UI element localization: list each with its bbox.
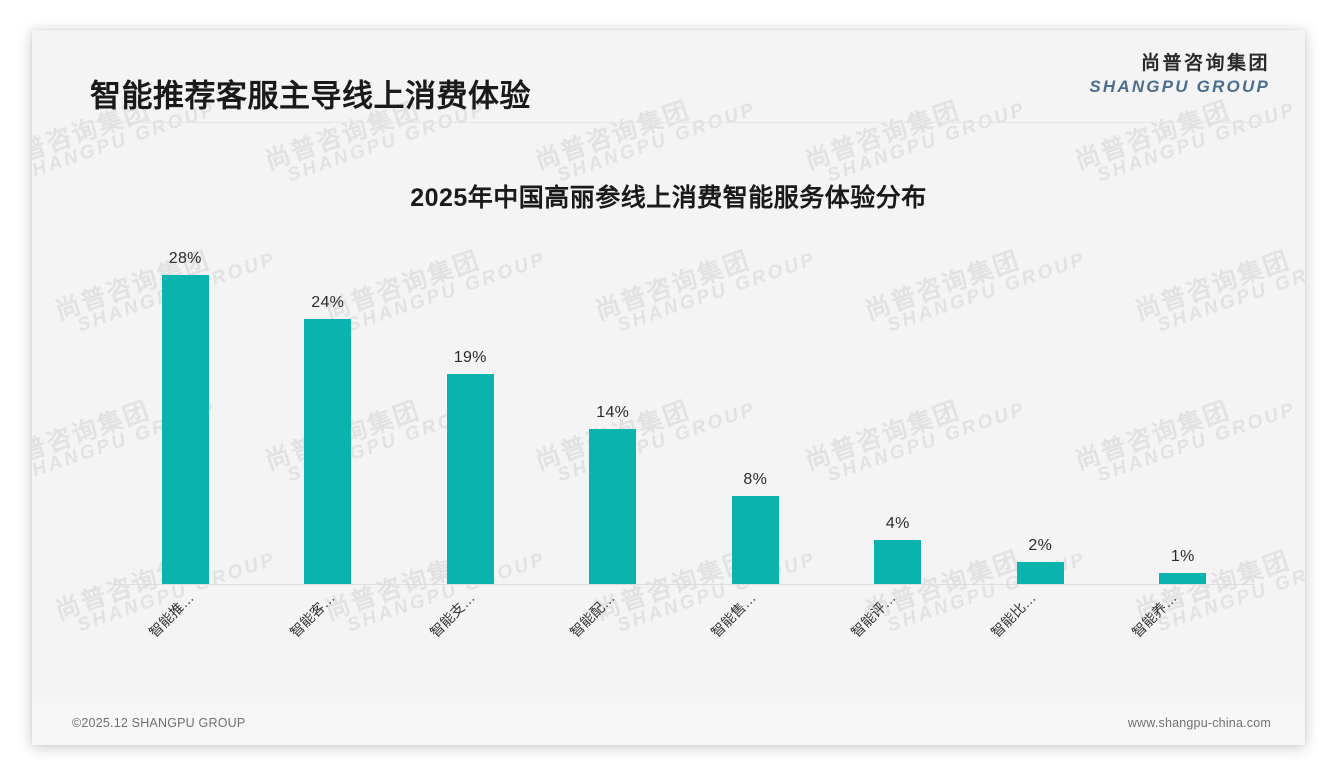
bar-value-label: 14% [596, 404, 630, 421]
x-axis-label-slot: 智能评… [816, 586, 956, 656]
logo-english-text: SHANGPU GROUP [1089, 76, 1270, 96]
bar-value-label: 8% [743, 471, 768, 488]
x-axis-label-slot: 智能支… [395, 586, 535, 656]
bar-chart-plot-area: 28% 24% 19% 14% 8% 4% 2% 1% [82, 245, 1272, 585]
x-axis-label-slot: 智能比… [956, 586, 1096, 656]
slide-footer: ©2025.12 SHANGPU GROUP www.shangpu-china… [32, 703, 1305, 745]
bar-slot: 8% [684, 245, 827, 584]
bar[interactable] [874, 540, 922, 584]
bar-slot: 2% [969, 245, 1112, 584]
bar[interactable] [1159, 573, 1207, 584]
x-axis-label: 智能支… [426, 589, 478, 641]
x-axis-label: 智能客… [286, 589, 338, 641]
bar[interactable] [1016, 562, 1064, 584]
bar[interactable] [446, 374, 494, 584]
x-axis-label-slot: 智能配… [535, 586, 675, 656]
bar-slot: 14% [542, 245, 685, 584]
x-axis-line [114, 584, 1254, 585]
x-axis-label: 智能比… [988, 589, 1040, 641]
bar-slot: 19% [399, 245, 542, 584]
bar[interactable] [731, 496, 779, 584]
bar-value-label: 19% [453, 349, 487, 366]
bar-slot: 24% [257, 245, 400, 584]
bar-value-label: 28% [168, 250, 202, 267]
slide-header: 智能推荐客服主导线上消费体验 尚普咨询集团 SHANGPU GROUP [32, 30, 1305, 122]
bar-slot: 1% [1112, 245, 1255, 584]
x-axis-label-slot: 智能养… [1097, 586, 1237, 656]
page-title: 智能推荐客服主导线上消费体验 [90, 78, 531, 114]
bar[interactable] [304, 319, 352, 584]
slide-canvas: 尚普咨询集团 SHANGPU GROUP 尚普咨询集团 SHANGPU GROUP 尚普… [32, 30, 1305, 745]
header-divider [90, 122, 1271, 123]
x-axis-label-slot: 智能推… [114, 586, 254, 656]
bar-value-label: 24% [311, 294, 345, 311]
x-axis-label: 智能评… [847, 589, 899, 641]
bar-value-label: 4% [885, 515, 910, 532]
footer-copyright: ©2025.12 SHANGPU GROUP [72, 716, 246, 730]
logo-chinese-text: 尚普咨询集团 [1140, 53, 1270, 74]
bar[interactable] [589, 429, 637, 584]
x-axis-label: 智能配… [567, 589, 619, 641]
bar-value-label: 1% [1170, 548, 1195, 565]
chart-title: 2025年中国高丽参线上消费智能服务体验分布 [410, 184, 927, 212]
bar-series: 28% 24% 19% 14% 8% 4% 2% 1% [114, 245, 1254, 584]
brand-logo: 尚普咨询集团 SHANGPU GROUP [1089, 52, 1270, 97]
x-axis-label: 智能养… [1128, 589, 1180, 641]
x-axis-label-slot: 智能售… [676, 586, 816, 656]
footer-website[interactable]: www.shangpu-china.com [1127, 716, 1271, 730]
bar-slot: 28% [114, 245, 257, 584]
bar[interactable] [161, 275, 209, 584]
x-axis-label: 智能推… [146, 589, 197, 641]
bar-value-label: 2% [1028, 537, 1053, 554]
bar-slot: 4% [827, 245, 970, 584]
x-axis-labels: 智能推… 智能客… 智能支… 智能配… 智能售… 智能评… 智能比… 智能养… [114, 586, 1237, 656]
x-axis-label-slot: 智能客… [254, 586, 394, 656]
x-axis-label: 智能售… [707, 589, 759, 641]
